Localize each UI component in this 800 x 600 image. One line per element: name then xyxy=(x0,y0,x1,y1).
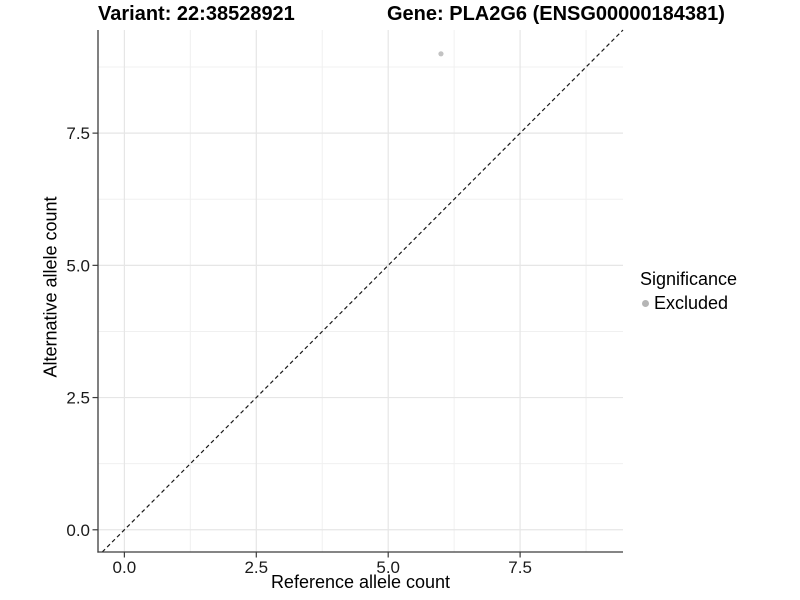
y-tick-label: 7.5 xyxy=(66,124,90,143)
legend-title: Significance xyxy=(640,269,738,289)
identity-reference-line xyxy=(101,29,624,553)
y-tick-label: 5.0 xyxy=(66,256,90,275)
legend-item: Excluded xyxy=(640,293,737,314)
y-tick-label: 0.0 xyxy=(66,521,90,540)
legend-point-icon xyxy=(642,299,649,307)
plot-title-gene: Gene: PLA2G6 (ENSG00000184381) xyxy=(387,3,725,25)
y-tick-label: 2.5 xyxy=(66,389,90,408)
x-tick-label: 2.5 xyxy=(244,558,268,577)
data-point xyxy=(438,51,444,57)
x-tick-label: 0.0 xyxy=(113,558,137,577)
legend-item-label: Excluded xyxy=(654,292,729,313)
y-axis-title: Alternative allele count xyxy=(40,196,61,378)
plot-title-variant: Variant: 22:38528921 xyxy=(98,3,295,25)
x-tick-label: 7.5 xyxy=(508,558,532,577)
legend: Significance Excluded xyxy=(640,268,737,314)
x-tick-label: 5.0 xyxy=(376,558,400,577)
x-axis-title: Reference allele count xyxy=(270,572,451,592)
